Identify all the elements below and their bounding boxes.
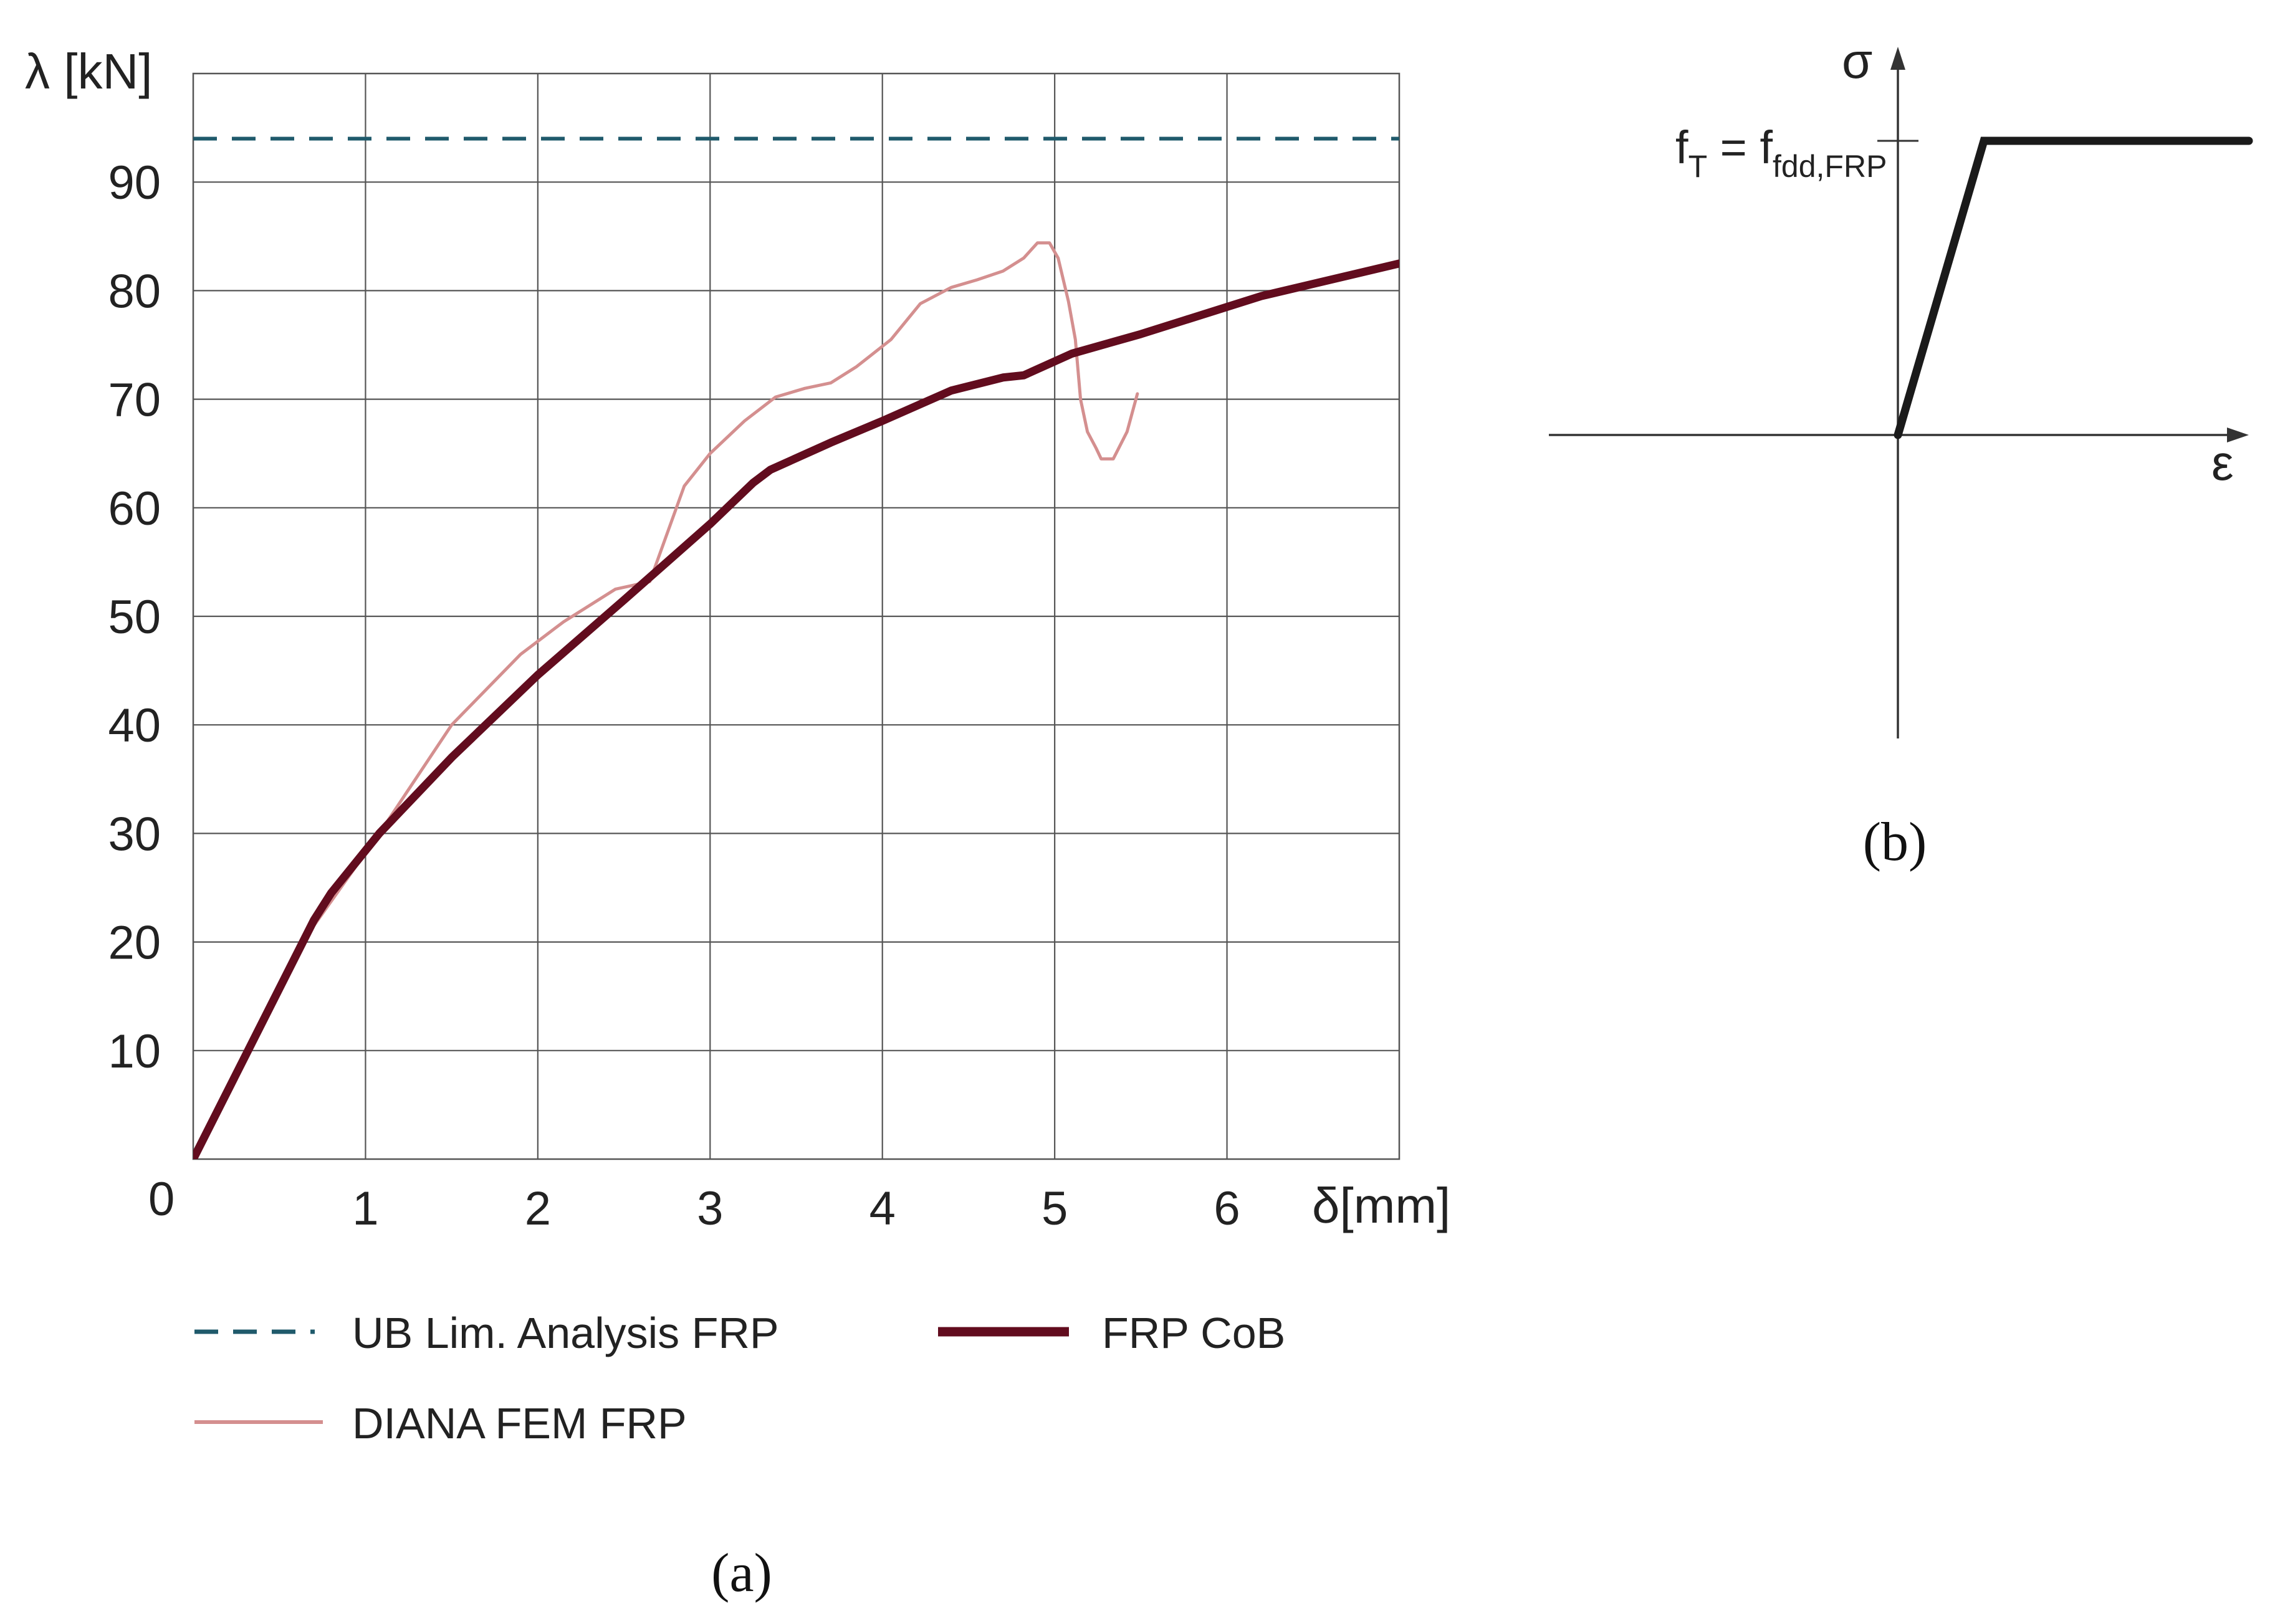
x-axis-title: δ[mm]: [1312, 1178, 1450, 1233]
y-axis-title: λ [kN]: [25, 44, 152, 99]
y-tick-label: 50: [108, 591, 161, 644]
y-axis-title-b: σ: [1842, 33, 1872, 88]
y-tick-label: 10: [108, 1025, 161, 1078]
legend-label-ub: UB Lim. Analysis FRP: [352, 1309, 779, 1357]
y-tick-label: 60: [108, 482, 161, 535]
x-tick-label: 1: [352, 1182, 378, 1235]
chart-b: σ ε fT = ffdd,FRP (b): [1549, 33, 2253, 872]
y-tick-label: 80: [108, 265, 161, 318]
x-tick-label: 4: [869, 1182, 896, 1235]
y-tick-label: 70: [108, 374, 161, 427]
x-arrow-icon: [2227, 427, 2249, 442]
level-label-sub2: fdd,FRP: [1773, 149, 1887, 184]
y-tick-label: 20: [108, 917, 161, 970]
plot-frame: [192, 72, 1401, 1160]
panel-a-label: (a): [711, 1543, 772, 1603]
level-label: fT = ffdd,FRP: [1675, 122, 1887, 184]
x-axis-title-b: ε: [2211, 435, 2234, 490]
y-tick-label: 30: [108, 808, 161, 861]
y-tick-label: 90: [108, 156, 161, 209]
level-label-equals: = f: [1707, 122, 1773, 173]
y-arrow-icon: [1890, 47, 1905, 70]
y-tick-label: 40: [108, 699, 161, 752]
x-tick-label: 2: [525, 1182, 551, 1235]
series-layer: [193, 136, 1399, 1159]
panel-b-label: (b): [1863, 812, 1927, 872]
x-tick-label: 3: [697, 1182, 723, 1235]
stress-strain-curve: [1894, 136, 2253, 439]
tick-labels: 1 2 3 4 5 6 10 20 30 40 50 60 70 80 90: [108, 156, 1240, 1235]
origin-tick-label: 0: [148, 1173, 175, 1226]
legend-label-cob: FRP CoB: [1102, 1309, 1285, 1357]
gridlines: [193, 74, 1399, 1159]
level-label-sub1: T: [1688, 149, 1708, 184]
series-frp-cob: [193, 259, 1399, 1159]
series-diana-fem: [193, 241, 1139, 1159]
level-label-main: f: [1675, 122, 1688, 173]
x-tick-label: 5: [1042, 1182, 1068, 1235]
legend-label-diana: DIANA FEM FRP: [352, 1399, 687, 1448]
x-tick-label: 6: [1214, 1182, 1240, 1235]
legend: UB Lim. Analysis FRP FRP CoB DIANA FEM F…: [194, 1309, 1285, 1448]
